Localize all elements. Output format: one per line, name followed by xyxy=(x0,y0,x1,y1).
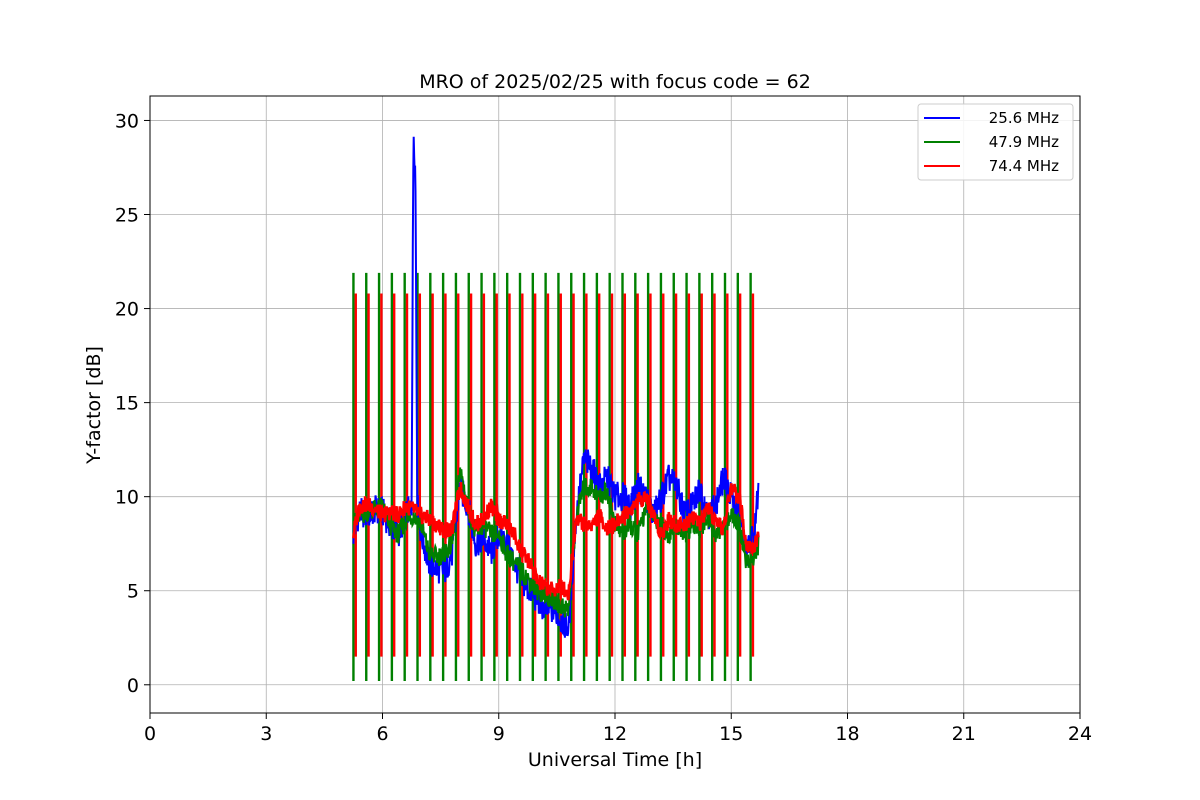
y-tick-label-2: 10 xyxy=(115,487,139,509)
x-tick-label-3: 9 xyxy=(493,723,505,745)
y-tick-label-4: 20 xyxy=(115,299,139,321)
y-tick-label-3: 15 xyxy=(115,393,139,415)
y-tick-label-0: 0 xyxy=(127,675,139,697)
y-tick-label-5: 25 xyxy=(115,205,139,227)
x-tick-label-1: 3 xyxy=(260,723,272,745)
calibration-pulses xyxy=(352,272,755,682)
y-axis-label: Y-factor [dB] xyxy=(83,346,105,465)
x-tick-label-7: 21 xyxy=(952,723,976,745)
x-tick-label-0: 0 xyxy=(144,723,156,745)
x-tick-label-5: 15 xyxy=(719,723,743,745)
x-tick-label-8: 24 xyxy=(1068,723,1092,745)
x-axis-label: Universal Time [h] xyxy=(528,749,702,771)
series-2 xyxy=(352,482,760,601)
legend: 25.6 MHz 47.9 MHz 74.4 MHz xyxy=(917,103,1074,181)
series-line-2 xyxy=(352,482,760,601)
legend-label-2: 74.4 MHz xyxy=(989,157,1059,175)
y-tick-label-1: 5 xyxy=(127,581,139,603)
x-axis-ticks: 0 3 6 9 12 15 18 21 24 xyxy=(144,713,1092,745)
y-tick-label-6: 30 xyxy=(115,110,139,132)
chart-title: MRO of 2025/02/25 with focus code = 62 xyxy=(419,71,811,93)
y-axis-ticks: 0 5 10 15 20 25 30 xyxy=(115,110,150,697)
legend-box xyxy=(917,103,1074,181)
x-tick-label-6: 18 xyxy=(835,723,859,745)
data-series xyxy=(352,136,760,638)
legend-label-0: 25.6 MHz xyxy=(989,109,1059,127)
x-tick-label-4: 12 xyxy=(603,723,627,745)
legend-label-1: 47.9 MHz xyxy=(989,133,1059,151)
x-tick-label-2: 6 xyxy=(376,723,388,745)
